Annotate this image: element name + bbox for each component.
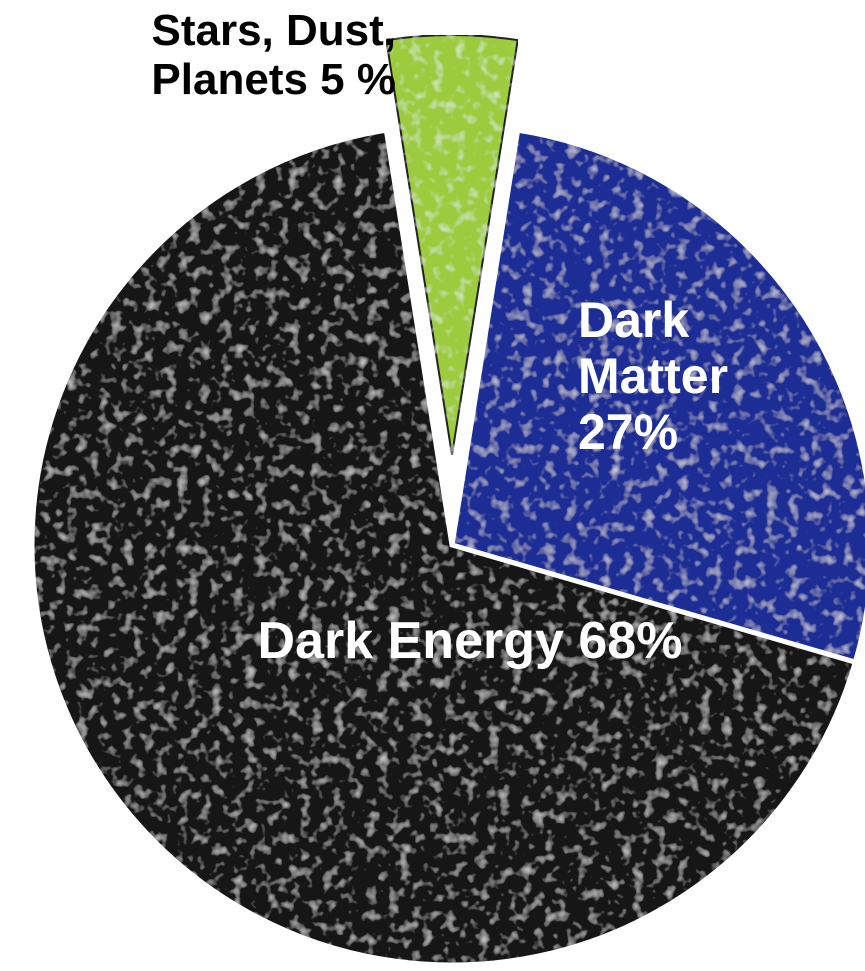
category-label: Stars, Dust, Planets <box>151 6 396 105</box>
value-label: 27% <box>578 404 679 460</box>
slice-label: Stars, Dust, Planets 5 % <box>60 6 396 105</box>
value-label: 68% <box>578 612 683 670</box>
slice-label: Dark Matter 27% <box>578 292 788 460</box>
category-label: Dark Matter <box>578 292 729 404</box>
slice-label: Dark Energy 68% <box>150 612 790 670</box>
pie-slice <box>29 127 859 968</box>
category-label: Dark Energy <box>257 612 564 670</box>
pie-slice <box>449 127 865 666</box>
value-label: 5 % <box>320 55 396 105</box>
pie-slice <box>385 34 519 456</box>
